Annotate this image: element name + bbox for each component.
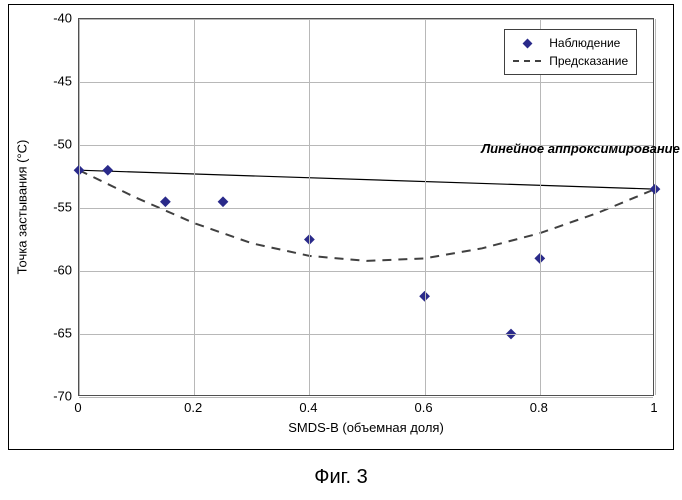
y-tick-label: -40 xyxy=(42,11,72,26)
gridline-v xyxy=(425,19,426,395)
y-tick-label: -60 xyxy=(42,263,72,278)
x-tick-label: 0.4 xyxy=(299,400,317,415)
y-tick-label: -65 xyxy=(42,326,72,341)
gridline-h xyxy=(79,19,653,20)
x-tick-label: 0.8 xyxy=(530,400,548,415)
legend-label-prediction: Предсказание xyxy=(549,54,628,68)
y-axis-label: Точка застывания (°C) xyxy=(15,140,30,275)
gridline-h xyxy=(79,82,653,83)
gridline-v xyxy=(309,19,310,395)
figure-canvas: Наблюдение Предсказание Точка застывания… xyxy=(0,0,682,500)
gridline-v xyxy=(540,19,541,395)
figure-caption: Фиг. 3 xyxy=(314,466,367,489)
x-axis-label: SMDS-B (объемная доля) xyxy=(288,420,444,435)
observation-marker xyxy=(218,196,229,207)
x-tick-label: 0 xyxy=(74,400,81,415)
legend-row-observation: Наблюдение xyxy=(513,34,628,52)
gridline-h xyxy=(79,397,653,398)
observation-marker xyxy=(160,196,171,207)
legend-swatch-observation xyxy=(513,40,541,47)
gridline-v xyxy=(194,19,195,395)
gridline-h xyxy=(79,334,653,335)
gridline-h xyxy=(79,208,653,209)
linear-annotation: Линейное аппроксимирование xyxy=(481,141,680,156)
observation-marker xyxy=(102,165,113,176)
gridline-v xyxy=(655,19,656,395)
y-tick-label: -50 xyxy=(42,137,72,152)
x-tick-label: 0.2 xyxy=(184,400,202,415)
y-tick-label: -70 xyxy=(42,389,72,404)
gridline-h xyxy=(79,271,653,272)
legend-row-prediction: Предсказание xyxy=(513,52,628,70)
legend-label-observation: Наблюдение xyxy=(549,36,620,50)
x-tick-label: 1 xyxy=(650,400,657,415)
y-tick-label: -55 xyxy=(42,200,72,215)
legend: Наблюдение Предсказание xyxy=(504,29,637,75)
legend-swatch-prediction xyxy=(513,60,541,62)
linear-fit-line xyxy=(79,170,655,189)
diamond-icon xyxy=(522,38,532,48)
prediction-curve xyxy=(79,170,655,261)
gridline-v xyxy=(79,19,80,395)
x-tick-label: 0.6 xyxy=(415,400,433,415)
y-tick-label: -45 xyxy=(42,74,72,89)
